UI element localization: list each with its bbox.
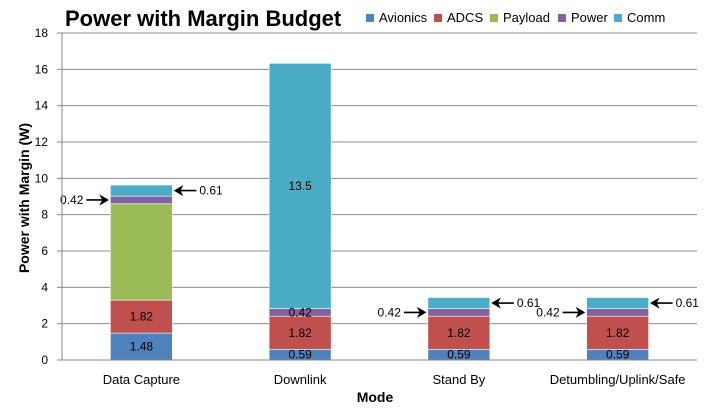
data-label: 1.82 — [288, 326, 312, 340]
data-label: 0.59 — [606, 348, 630, 362]
y-tick-label: 12 — [35, 135, 49, 149]
y-tick-label: 2 — [41, 317, 48, 331]
bar-payload — [110, 203, 173, 301]
legend-label: Payload — [503, 10, 550, 25]
chart-title: Power with Margin Budget — [65, 6, 342, 31]
y-tick-label: 16 — [35, 62, 49, 76]
x-category-label: Downlink — [274, 372, 327, 387]
legend-label: Avionics — [379, 10, 428, 25]
x-category-label: Data Capture — [103, 372, 180, 387]
bar-comm — [268, 63, 332, 309]
annotation-label: 0.61 — [199, 184, 223, 198]
y-axis-title: Power with Margin (W) — [16, 123, 32, 273]
bar-comm — [110, 184, 173, 197]
bar-power — [110, 195, 173, 205]
legend-swatch — [558, 14, 566, 22]
data-label: 1.82 — [447, 326, 471, 340]
data-label: 1.48 — [130, 340, 154, 354]
x-category-label: Stand By — [432, 372, 485, 387]
y-tick-label: 6 — [41, 244, 48, 258]
annotation-label: 0.42 — [536, 305, 560, 319]
data-label: 1.82 — [606, 326, 630, 340]
data-label: 0.59 — [447, 348, 471, 362]
y-tick-label: 14 — [35, 99, 49, 113]
legend: Avionics ADCS Payload Power Comm — [366, 10, 665, 25]
data-label: 0.42 — [288, 305, 312, 319]
y-tick-label: 18 — [35, 26, 49, 40]
y-tick-label: 4 — [41, 280, 48, 294]
legend-label: Comm — [627, 10, 665, 25]
data-labels: 1.48 1.82 0.59 1.82 0.42 13.5 0.59 1.82 0.59 1.82 — [130, 179, 630, 362]
legend-swatch — [614, 14, 622, 22]
x-category-label: Detumbling/Uplink/Safe — [550, 372, 686, 387]
x-categories: Data Capture Downlink Stand By Detumbling/U… — [103, 372, 686, 387]
data-label: 1.82 — [130, 310, 154, 324]
data-label: 0.59 — [288, 348, 312, 362]
annotation-label: 0.42 — [60, 193, 84, 207]
bar-power — [586, 308, 649, 317]
annotation-label: 0.61 — [517, 296, 541, 310]
y-ticks: 0 2 4 6 8 10 12 14 16 18 — [35, 26, 62, 367]
bar-adcs — [268, 315, 332, 350]
y-tick-label: 8 — [41, 208, 48, 222]
legend-swatch — [434, 14, 442, 22]
bar-comm — [427, 297, 491, 309]
bar-power — [427, 308, 491, 317]
legend-label: ADCS — [447, 10, 483, 25]
legend-label: Power — [571, 10, 609, 25]
bar-comm — [586, 297, 649, 309]
bar-adcs — [110, 299, 173, 334]
annotations: 0.420.610.420.610.420.61 — [60, 184, 699, 320]
y-tick-label: 0 — [41, 353, 48, 367]
y-tick-label: 10 — [35, 171, 49, 185]
bars — [110, 63, 649, 361]
bar-adcs — [586, 315, 649, 350]
annotation-label: 0.42 — [378, 305, 402, 319]
data-label: 13.5 — [288, 179, 312, 193]
annotation-label: 0.61 — [676, 296, 700, 310]
bar-adcs — [427, 315, 491, 350]
x-axis-title: Mode — [357, 389, 394, 405]
bar-avionics — [110, 332, 173, 361]
legend-swatch — [490, 14, 498, 22]
legend-swatch — [366, 14, 374, 22]
